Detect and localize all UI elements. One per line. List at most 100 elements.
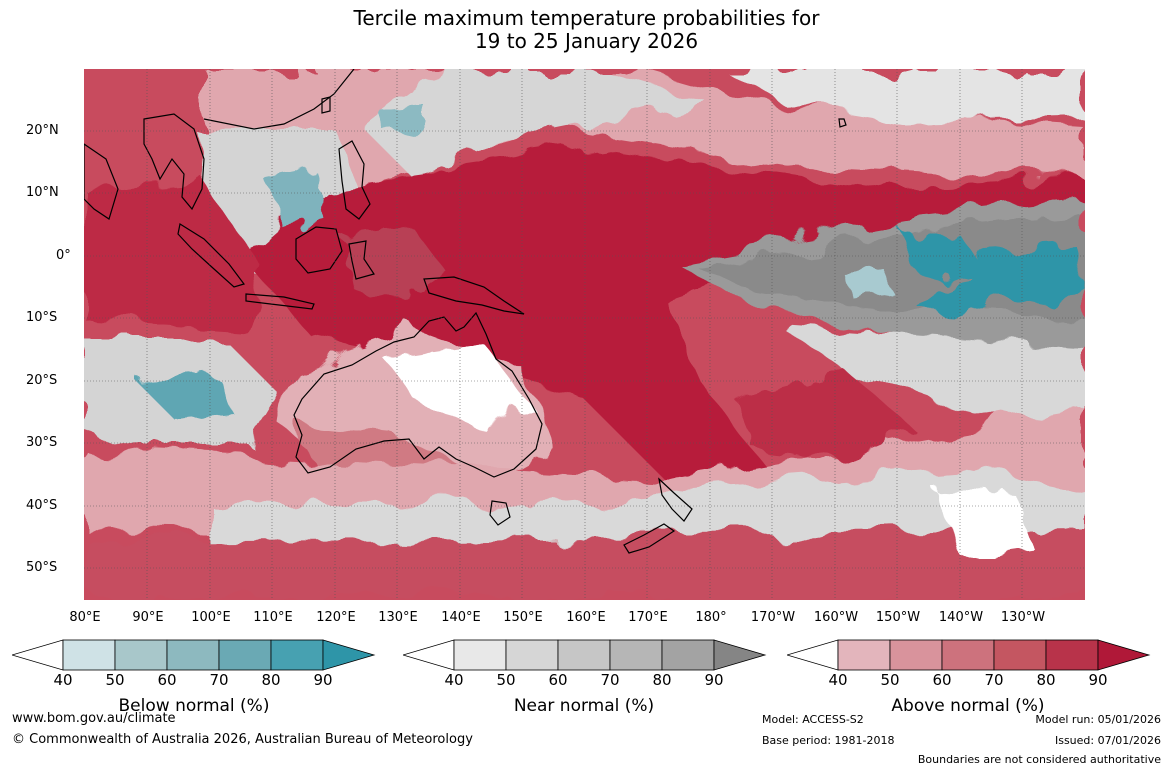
- colorbar-near-normal: [403, 639, 767, 671]
- lat-label: 20°N: [26, 123, 59, 138]
- region-above-southeast: [734, 369, 914, 459]
- region-above-90-west: [84, 179, 264, 329]
- colorbar-tick: 60: [932, 671, 952, 689]
- colorbar-segment: [114, 639, 168, 671]
- graticule: [84, 69, 1085, 600]
- colorbar-tick: 50: [496, 671, 516, 689]
- lat-label: 20°S: [26, 373, 58, 388]
- region-below-indian: [134, 374, 234, 419]
- australia-coast: [293, 311, 543, 478]
- colorbar-tick: 90: [1088, 671, 1108, 689]
- colorbar-tick: 50: [105, 671, 125, 689]
- colorbar-segment: [661, 639, 715, 671]
- borneo-coast: [295, 226, 343, 274]
- colorbar-tick: 70: [600, 671, 620, 689]
- lon-label: 150°W: [875, 610, 921, 625]
- colorbar-segment: [837, 639, 891, 671]
- chart-title-line2: 19 to 25 January 2026: [474, 29, 699, 53]
- indochina-coast: [143, 113, 205, 211]
- coastlines: [84, 69, 847, 554]
- sulawesi-coast: [348, 240, 375, 280]
- colorbar-extend-high: [713, 639, 767, 671]
- colorbar-label-near: Near normal (%): [513, 696, 655, 716]
- colorbar-extend-high: [1097, 639, 1151, 671]
- colorbar-tick: 80: [1036, 671, 1056, 689]
- colorbar-segment: [218, 639, 272, 671]
- lon-label: 130°W: [1000, 610, 1046, 625]
- lon-label: 160°E: [566, 610, 606, 625]
- taiwan-coast: [321, 96, 331, 114]
- website-link[interactable]: www.bom.gov.au/climate: [12, 711, 176, 726]
- colorbar-tick: 50: [880, 671, 900, 689]
- region-above-south: [84, 529, 1085, 600]
- chart-title-line1: Tercile maximum temperature probabilitie…: [353, 6, 820, 30]
- tasmania-coast: [489, 500, 511, 526]
- lon-label: 140°W: [938, 610, 984, 625]
- colorbar-tick: 60: [548, 671, 568, 689]
- region-white-south: [934, 489, 1034, 559]
- lat-label: 10°N: [26, 185, 59, 200]
- sumatra-coast: [177, 223, 245, 288]
- colorbar-tick: 70: [984, 671, 1004, 689]
- java-coast: [245, 293, 315, 310]
- philippines-coast: [338, 140, 371, 220]
- disclaimer-text: Boundaries are not considered authoritat…: [917, 753, 1161, 766]
- hawaii-coast: [838, 118, 847, 128]
- copyright-text: © Commonwealth of Australia 2026, Austra…: [12, 732, 473, 747]
- china-coast: [203, 69, 355, 130]
- png-coast: [423, 276, 525, 315]
- region-white-australia: [384, 344, 534, 429]
- colorbar-segment: [270, 639, 324, 671]
- region-below-north: [374, 104, 424, 131]
- lat-label: 40°S: [26, 498, 58, 513]
- colorbar-segment: [609, 639, 663, 671]
- lon-label: 100°E: [191, 610, 231, 625]
- lon-label: 90°E: [132, 610, 164, 625]
- region-near-south: [204, 469, 1085, 549]
- region-above-90-central: [244, 149, 1085, 499]
- lon-label: 80°E: [69, 610, 101, 625]
- colorbar-tick: 40: [828, 671, 848, 689]
- colorbar-segment: [1045, 639, 1099, 671]
- india-coast: [84, 143, 119, 220]
- colorbar-tick: 90: [704, 671, 724, 689]
- base-period-text: Base period: 1981-2018: [762, 734, 895, 747]
- lon-label: 170°W: [750, 610, 796, 625]
- region-below-seasia: [264, 169, 324, 229]
- colorbar-tick: 80: [652, 671, 672, 689]
- lon-label: 180°: [695, 610, 727, 625]
- lon-label: 170°E: [628, 610, 668, 625]
- colorbar-segment: [505, 639, 559, 671]
- region-below-light-east: [844, 269, 894, 299]
- lon-label: 150°E: [503, 610, 543, 625]
- colorbar-segment: [62, 639, 116, 671]
- colorbar-segment: [166, 639, 220, 671]
- nz-south-coast: [623, 523, 676, 554]
- model-run-text: Model run: 05/01/2026: [1035, 713, 1161, 726]
- region-near-northeast: [724, 69, 1085, 124]
- colorbar-extend-low: [12, 639, 64, 671]
- lon-label: 120°E: [316, 610, 356, 625]
- colorbar-label-above: Above normal (%): [891, 696, 1045, 716]
- colorbar-tick: 90: [313, 671, 333, 689]
- model-text: Model: ACCESS-S2: [762, 713, 864, 726]
- colorbar-extend-high: [322, 639, 376, 671]
- colorbar-segment: [889, 639, 943, 671]
- region-near-east-light: [784, 329, 1085, 449]
- colorbar-tick: 70: [209, 671, 229, 689]
- colorbar-extend-low: [787, 639, 839, 671]
- region-below-teal-east2: [914, 244, 1085, 319]
- colorbar-segment: [557, 639, 611, 671]
- colorbar-tick: 40: [53, 671, 73, 689]
- lon-label: 130°E: [378, 610, 418, 625]
- colorbar-above-normal: [787, 639, 1151, 671]
- colorbar-tick: 60: [157, 671, 177, 689]
- lon-label: 110°E: [253, 610, 293, 625]
- colorbar-segment: [993, 639, 1047, 671]
- nz-north-coast: [658, 477, 693, 522]
- region-below-teal-east: [904, 234, 984, 284]
- colorbar-tick: 40: [444, 671, 464, 689]
- region-near-pacific-islands: [344, 229, 444, 299]
- colorbar-segment: [453, 639, 507, 671]
- lat-label: 50°S: [26, 560, 58, 575]
